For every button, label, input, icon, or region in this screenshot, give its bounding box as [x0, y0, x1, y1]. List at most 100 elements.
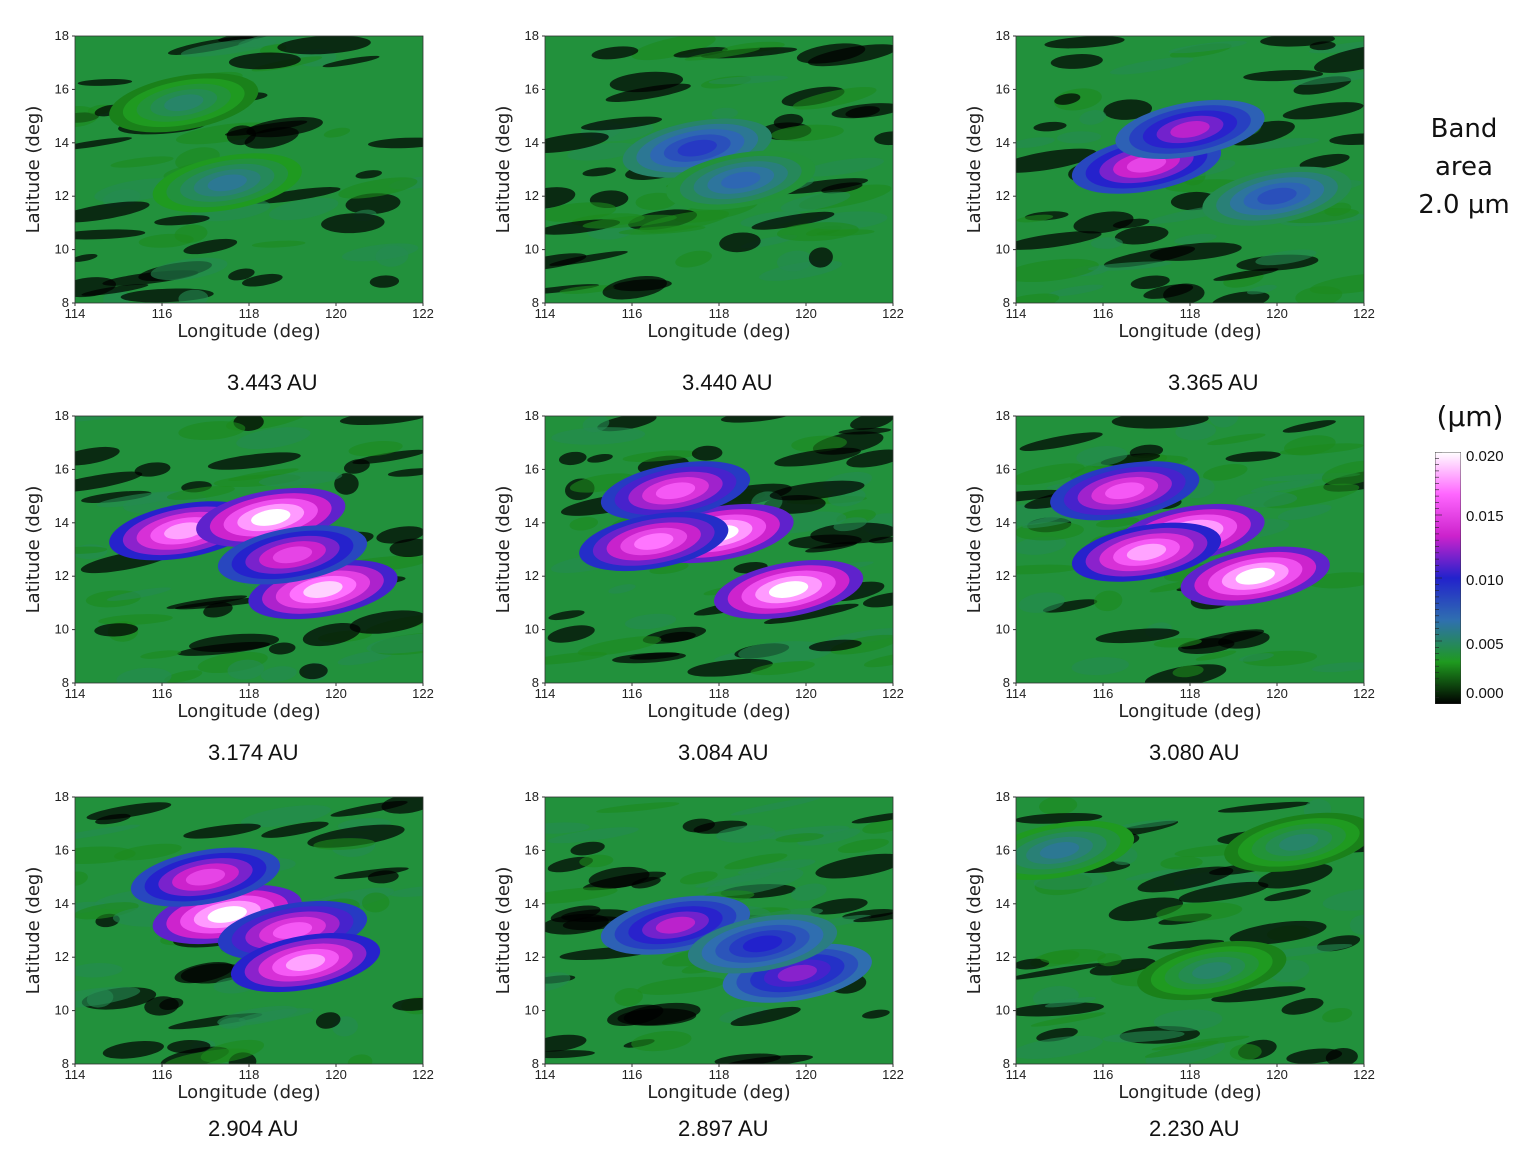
- y-tick-label: 18: [996, 408, 1010, 423]
- hotspot-1: [677, 139, 717, 157]
- x-tick-label: 120: [325, 306, 347, 321]
- texture-streak: [1103, 99, 1153, 120]
- texture-streak: [1209, 416, 1239, 428]
- texture-streak: [1016, 214, 1054, 223]
- texture-streak: [591, 46, 639, 60]
- texture-streak: [776, 222, 859, 242]
- x-tick-label: 116: [622, 686, 643, 701]
- hotspot-1: [164, 522, 204, 540]
- y-tick-label: 14: [996, 515, 1010, 530]
- texture-streak: [1307, 572, 1364, 589]
- texture-streak: [548, 610, 585, 621]
- x-tick-label: 118: [709, 306, 730, 321]
- texture-streak: [389, 886, 423, 897]
- hotspot-1: [655, 916, 696, 934]
- texture-streak: [106, 587, 171, 601]
- texture-streak: [1291, 71, 1364, 85]
- texture-streak: [1071, 657, 1129, 676]
- texture-streak: [334, 473, 359, 495]
- distance-caption: 2.897 AU: [678, 1116, 769, 1141]
- y-tick-label: 14: [55, 135, 69, 150]
- texture-streak: [178, 421, 246, 440]
- y-axis-label: Latitude (deg): [23, 106, 44, 234]
- texture-streak: [559, 285, 615, 294]
- x-tick-label: 122: [1353, 686, 1375, 701]
- x-tick-label: 114: [535, 686, 556, 701]
- texture-streak: [140, 650, 182, 659]
- heatmap-svg: 8 10 12 14 16 18 114 116 118 120 122 Longitude (deg…: [493, 408, 904, 722]
- texture-streak: [763, 603, 859, 624]
- texture-streak: [244, 127, 299, 149]
- texture-streak: [134, 462, 171, 477]
- texture-streak: [738, 641, 833, 663]
- texture-streak: [174, 597, 269, 610]
- y-tick-label: 12: [525, 568, 539, 583]
- hotspot-2: [251, 509, 291, 526]
- texture-streak: [1111, 416, 1209, 429]
- texture-streak: [81, 490, 152, 504]
- texture-streak: [375, 245, 409, 267]
- texture-streak: [1156, 902, 1243, 922]
- texture-streak: [751, 211, 835, 230]
- hotspot-4: [634, 533, 674, 550]
- texture-streak: [1311, 662, 1364, 673]
- y-axis-label: Latitude (deg): [493, 867, 514, 995]
- y-tick-label: 8: [62, 295, 69, 310]
- texture-streak: [75, 963, 123, 978]
- texture-streak: [321, 213, 385, 234]
- texture-streak: [579, 854, 614, 868]
- texture-streak: [1076, 445, 1128, 467]
- texture-streak: [769, 480, 865, 501]
- texture-streak: [639, 210, 730, 233]
- texture-streak: [1089, 958, 1156, 976]
- colorbar: [1434, 451, 1462, 705]
- y-tick-label: 12: [55, 949, 69, 964]
- texture-streak: [86, 989, 114, 1008]
- band-area-title: Band area 2.0 µm: [1408, 110, 1520, 224]
- y-tick-label: 8: [1003, 1056, 1010, 1071]
- texture-streak: [75, 253, 98, 262]
- x-tick-label: 122: [882, 306, 904, 321]
- x-tick-label: 118: [1180, 306, 1201, 321]
- y-tick-label: 16: [525, 461, 539, 476]
- x-tick-label: 114: [65, 306, 86, 321]
- texture-streak: [75, 546, 108, 554]
- heatmap-field: [545, 797, 893, 1064]
- heatmap-field: [75, 36, 423, 303]
- texture-streak: [178, 289, 209, 303]
- hotspot-3: [1257, 187, 1297, 205]
- y-axis-label: Latitude (deg): [964, 486, 985, 614]
- x-tick-label: 116: [1093, 686, 1114, 701]
- texture-streak: [810, 898, 868, 915]
- x-axis-label: Longitude (deg): [177, 701, 320, 722]
- texture-streak: [75, 446, 120, 466]
- colorbar-unit: (µm): [1436, 400, 1504, 433]
- hotspot-3: [303, 581, 343, 598]
- texture-streak: [77, 78, 133, 86]
- y-tick-label: 18: [525, 408, 539, 423]
- texture-streak: [673, 47, 728, 58]
- texture-streak: [737, 859, 816, 875]
- y-tick-label: 16: [996, 81, 1010, 96]
- x-axis-label: Longitude (deg): [1118, 701, 1261, 722]
- y-axis-label: Latitude (deg): [23, 867, 44, 995]
- texture-streak: [330, 800, 408, 817]
- texture-streak: [596, 802, 680, 813]
- y-tick-label: 18: [525, 789, 539, 804]
- x-tick-label: 116: [152, 686, 173, 701]
- hotspot-2: [1170, 121, 1210, 138]
- texture-streak: [260, 666, 297, 682]
- texture-streak: [1203, 464, 1248, 481]
- texture-streak: [183, 823, 261, 839]
- texture-streak: [1016, 489, 1065, 503]
- x-tick-label: 118: [1180, 1067, 1201, 1082]
- texture-streak: [248, 187, 341, 204]
- texture-streak: [1250, 479, 1315, 493]
- texture-streak: [1247, 284, 1277, 295]
- texture-streak: [853, 909, 893, 923]
- texture-streak: [1175, 421, 1217, 441]
- x-tick-label: 114: [65, 686, 86, 701]
- texture-streak: [75, 471, 143, 493]
- hotspot-2: [1192, 962, 1232, 979]
- x-tick-label: 122: [412, 1067, 434, 1082]
